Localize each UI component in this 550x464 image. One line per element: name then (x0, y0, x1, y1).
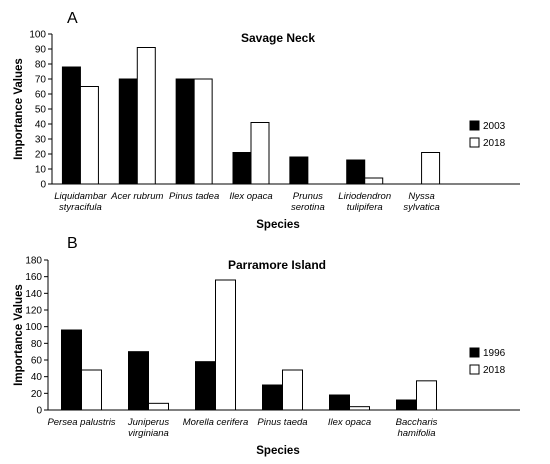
chart-b-bar-1996 (195, 361, 216, 411)
chart-b-bar-1996 (262, 384, 283, 411)
chart-a-bar-2003 (118, 78, 138, 185)
chart-a-y-tick-label: 30 (35, 135, 47, 146)
chart-b-y-tick-label: 0 (36, 406, 42, 417)
chart-a-title: Savage Neck (241, 31, 315, 45)
chart-a-y-tick-label: 90 (35, 45, 47, 56)
chart-a-bar-2018 (364, 177, 384, 185)
chart-a-y-tick-label: 100 (29, 30, 46, 41)
chart-a-bar-2018 (193, 78, 213, 185)
chart-b-y-tick-label: 140 (25, 289, 42, 300)
chart-b-category-label: Pinus taeda (257, 417, 307, 428)
chart-a-category-label: tulipifera (347, 202, 383, 213)
chart-a-bar-2018 (136, 47, 156, 185)
chart-b-x-axis-label: Species (256, 445, 299, 457)
chart-a-category-label: Acer rubrum (110, 191, 163, 202)
chart-b-y-tick-label: 20 (31, 389, 43, 400)
chart-a-bar-2018 (250, 122, 270, 185)
chart-a-category-label: Nyssa (408, 191, 434, 202)
chart-a-bar-2003 (346, 159, 366, 185)
chart-a-y-tick-label: 80 (35, 60, 47, 71)
chart-b-y-tick-label: 80 (31, 339, 43, 350)
chart-b-panel-label: B (67, 235, 78, 252)
chart-b-y-tick-label: 120 (25, 306, 42, 317)
chart-b-legend-label: 1996 (483, 348, 506, 359)
chart-a-y-tick-label: 0 (40, 180, 46, 191)
chart-b-category-label: Baccharis (396, 417, 438, 428)
chart-b-category-label: virginiana (128, 428, 169, 439)
chart-b-bar-2018 (282, 369, 303, 411)
chart-a-legend-swatch-2018 (469, 137, 480, 148)
chart-b-category-label: Juniperus (127, 417, 169, 428)
chart-b-legend-label: 2018 (483, 365, 506, 376)
chart-a-category-label: Liquidambar (54, 191, 107, 202)
chart-b-bar-2018 (349, 406, 370, 411)
chart-a-category-label: serotina (291, 202, 325, 213)
chart-a-bar-2018 (421, 152, 441, 185)
chart-b-category-label: Morella cerifera (183, 417, 248, 428)
chart-a-legend-label: 2018 (483, 138, 506, 149)
chart-a-y-tick-label: 10 (35, 165, 47, 176)
chart-a-x-axis-label: Species (256, 219, 299, 231)
chart-a-bar-2003 (175, 78, 195, 185)
chart-a-category-label: Prunus (293, 191, 323, 202)
chart-b-category-label: hamifolia (397, 428, 435, 439)
chart-a-legend-swatch-2003 (469, 120, 480, 131)
chart-b-bar-2018 (416, 380, 437, 411)
chart-b-category-label: Persea palustris (47, 417, 115, 428)
chart-a-y-tick-label: 70 (35, 75, 47, 86)
chart-b-bar-1996 (61, 329, 82, 411)
chart-b-title: Parramore Island (228, 258, 326, 272)
chart-a-y-tick-label: 20 (35, 150, 47, 161)
chart-a-category-label: Liriodendron (338, 191, 391, 202)
chart-b-y-axis-label: Importance Values (13, 284, 25, 386)
chart-a-panel-label: A (67, 10, 78, 27)
chart-b-bar-1996 (128, 351, 149, 411)
chart-a-y-tick-label: 40 (35, 120, 47, 131)
chart-a-y-axis-label: Importance Values (13, 58, 25, 160)
chart-a-category-label: styracifula (59, 202, 102, 213)
chart-b-y-tick-label: 60 (31, 356, 43, 367)
chart-a-bar-2003 (289, 156, 309, 185)
chart-b-bar-2018 (215, 279, 236, 411)
chart-b-y-tick-label: 40 (31, 372, 43, 383)
chart-b-category-label: Ilex opaca (328, 417, 371, 428)
chart-a-legend-label: 2003 (483, 121, 506, 132)
chart-a-y-tick-label: 50 (35, 105, 47, 116)
chart-a-bar-2018 (79, 86, 99, 185)
chart-b-legend-swatch-2018 (469, 364, 480, 375)
chart-a-category-label: Ilex opaca (229, 191, 272, 202)
chart-a-bar-2003 (61, 66, 81, 185)
chart-b-bar-2018 (148, 402, 169, 411)
chart-b-bar-1996 (329, 394, 350, 411)
chart-b-y-tick-label: 100 (25, 322, 42, 333)
chart-a-bar-2003 (232, 152, 252, 185)
chart-b-bar-2018 (81, 369, 102, 411)
chart-a-category-label: sylvatica (403, 202, 439, 213)
chart-b-legend-swatch-1996 (469, 347, 480, 358)
chart-a-y-tick-label: 60 (35, 90, 47, 101)
chart-a-category-label: Pinus tadea (169, 191, 219, 202)
chart-b-y-tick-label: 180 (25, 256, 42, 267)
chart-b-y-tick-label: 160 (25, 272, 42, 283)
chart-b-bar-1996 (396, 399, 417, 411)
